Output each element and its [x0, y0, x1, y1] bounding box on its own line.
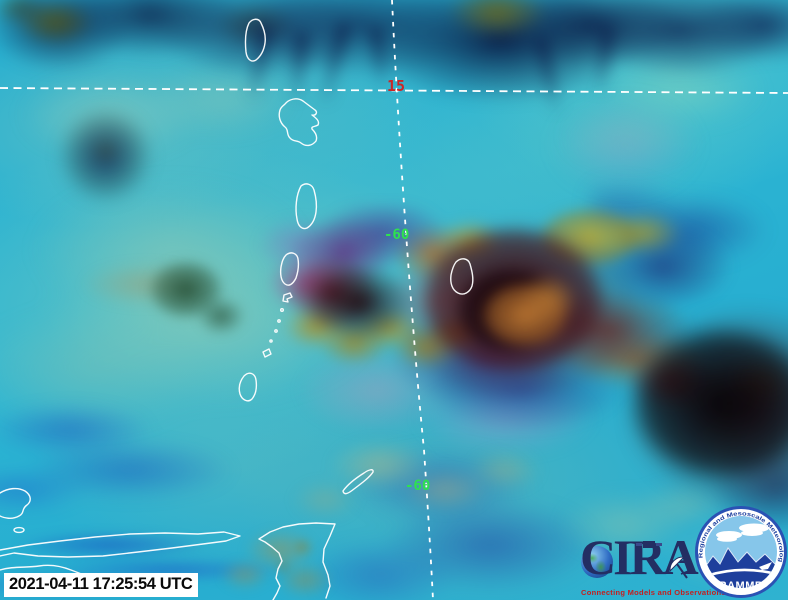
coastline-trinidad: [258, 522, 336, 600]
coastline-venezuela-blob: [0, 487, 31, 519]
cloud-icon: [741, 530, 763, 536]
volcanic-ash-cloud-east: [628, 288, 788, 528]
coastline-barbados: [450, 258, 474, 295]
coastline-bequia: [282, 292, 293, 303]
low-cloud-patch: [0, 395, 260, 515]
haze-patch: [185, 505, 385, 600]
coastline-st-lucia: [295, 183, 318, 230]
cira-tagline: Connecting Models and Observations: [581, 588, 726, 597]
latitude-label: 15: [387, 77, 406, 95]
cloud-icon: [717, 536, 737, 542]
coastline-grenada: [238, 372, 258, 402]
satellite-icon: [636, 541, 662, 548]
longitude-label-lower: -60: [405, 478, 431, 494]
timestamp-label: 2021-04-11 17:25:54 UTC: [4, 573, 199, 597]
coastline-grenadine-islet: [277, 319, 281, 323]
rammb-wordmark: RAMMB: [719, 580, 764, 592]
coastline-st-vincent: [279, 252, 300, 286]
globe-icon: [581, 546, 613, 578]
coastline-grenadine-islet: [280, 308, 285, 313]
coastline-venezuela-paria: [0, 531, 241, 558]
coastline-tobago: [342, 469, 374, 495]
satellite-dish-icon: [669, 556, 692, 579]
coastline-dominica: [244, 18, 266, 62]
high-cloud-band: [0, 0, 788, 135]
latitude-15-gridline: [0, 87, 788, 94]
rammb-logo: Regional and Mesoscale Meteorology Branc…: [693, 504, 787, 598]
coastline-union-island: [262, 348, 272, 358]
coastline-martinique: [278, 98, 320, 147]
coastline-grenadine-islet: [269, 339, 273, 343]
coastline-islet: [13, 526, 25, 534]
cloud-icon: [739, 523, 769, 533]
cira-logo: CIRA Connecting Models and Observations: [580, 530, 736, 598]
longitude-label-upper: -60: [384, 227, 410, 243]
plane-icon: [759, 562, 772, 570]
coastline-grenadine-islet: [274, 329, 278, 333]
